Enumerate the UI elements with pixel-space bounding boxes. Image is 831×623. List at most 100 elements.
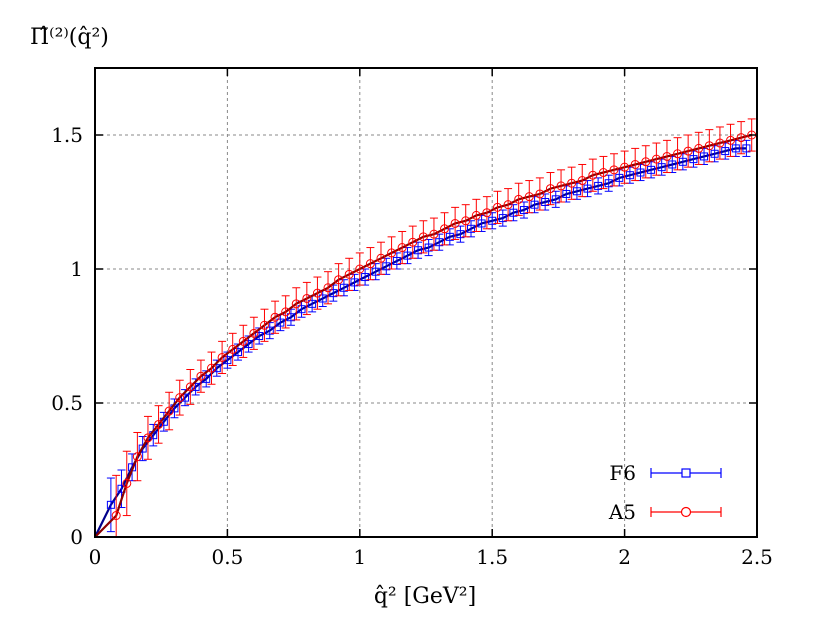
data-point xyxy=(233,348,242,357)
data-point xyxy=(329,289,338,298)
data-point xyxy=(594,181,603,190)
data-point xyxy=(482,208,492,218)
data-point xyxy=(492,202,502,212)
data-point xyxy=(715,138,725,148)
plot-frame xyxy=(94,67,758,538)
data-point xyxy=(641,157,651,167)
data-point xyxy=(223,356,232,365)
legend-marker xyxy=(680,506,692,518)
data-point xyxy=(291,299,301,309)
x-tick-label: 0 xyxy=(89,545,102,569)
data-point xyxy=(418,232,428,242)
legend-item-a5: A5 xyxy=(608,500,722,524)
data-point xyxy=(541,198,550,206)
data-point xyxy=(657,163,666,172)
data-point xyxy=(154,419,164,429)
data-point xyxy=(196,371,206,381)
x-tick-label: 0.5 xyxy=(211,545,243,569)
data-point xyxy=(461,216,471,226)
data-point xyxy=(721,147,730,156)
data-point xyxy=(647,165,656,174)
data-point xyxy=(276,318,285,327)
data-point xyxy=(281,307,291,317)
series-layer xyxy=(94,118,757,538)
data-point xyxy=(323,283,333,293)
data-point xyxy=(572,187,581,196)
data-point xyxy=(450,218,460,228)
data-point xyxy=(350,278,359,287)
data-point xyxy=(615,173,624,182)
data-point xyxy=(164,406,174,416)
y-tick-label: 0.5 xyxy=(51,391,83,415)
data-point xyxy=(514,194,524,204)
data-point xyxy=(524,192,534,202)
data-point xyxy=(609,165,619,175)
data-point xyxy=(731,144,740,153)
data-point xyxy=(270,312,280,322)
data-point xyxy=(255,332,264,340)
data-point xyxy=(244,340,253,349)
tick-marks xyxy=(94,68,758,538)
y-tick-label: 1.5 xyxy=(51,123,83,147)
data-point xyxy=(382,262,391,271)
data-point xyxy=(387,248,397,258)
data-point xyxy=(710,149,719,158)
data-point xyxy=(694,143,704,153)
data-point xyxy=(376,253,386,263)
data-point xyxy=(678,157,687,166)
data-point xyxy=(132,452,142,462)
data-point xyxy=(503,200,513,210)
legend-item-f6: F6 xyxy=(609,461,722,485)
data-point xyxy=(403,251,412,260)
data-point xyxy=(238,336,248,346)
data-point xyxy=(467,224,476,233)
data-point xyxy=(365,259,375,269)
data-point xyxy=(106,500,115,509)
data-point xyxy=(562,189,571,198)
data-point xyxy=(259,320,269,330)
legend-label: F6 xyxy=(609,461,636,485)
data-point xyxy=(312,288,322,298)
data-point xyxy=(583,184,592,193)
data-point xyxy=(371,267,380,276)
data-point xyxy=(588,170,598,180)
data-point xyxy=(445,232,454,241)
data-point xyxy=(265,326,274,335)
data-point xyxy=(414,246,423,255)
legend: F6 A5 xyxy=(608,461,722,524)
data-point xyxy=(620,162,630,172)
data-point xyxy=(302,293,312,303)
legend-label: A5 xyxy=(608,500,636,524)
data-point xyxy=(339,283,348,292)
data-point xyxy=(726,135,736,145)
data-point xyxy=(704,141,714,151)
data-point xyxy=(249,328,259,338)
data-point xyxy=(191,382,200,391)
data-point xyxy=(689,155,698,164)
data-point xyxy=(662,151,672,161)
data-point xyxy=(700,152,709,161)
data-point xyxy=(498,214,507,223)
data-point xyxy=(435,238,444,247)
y-tick-label: 0 xyxy=(70,525,83,549)
tick-labels: 0 0.5 1 1.5 2 2.5 0 0.5 1 1.5 xyxy=(51,123,773,569)
data-point xyxy=(111,511,121,521)
data-point xyxy=(509,208,518,217)
data-point xyxy=(181,393,190,402)
y-axis-label: Π̂⁽²⁾(q̂²) xyxy=(30,25,109,50)
data-point xyxy=(471,210,481,220)
data-point xyxy=(122,478,132,488)
data-point xyxy=(651,154,661,164)
data-point xyxy=(673,149,683,159)
data-point xyxy=(286,313,295,322)
data-point xyxy=(742,144,751,153)
series-f6 xyxy=(94,139,751,538)
data-point xyxy=(217,352,227,362)
data-point xyxy=(535,189,545,199)
data-point xyxy=(625,171,634,180)
data-point xyxy=(477,219,486,228)
data-point xyxy=(202,374,211,383)
x-tick-label: 2.5 xyxy=(741,545,773,569)
grid-lines xyxy=(95,68,757,537)
